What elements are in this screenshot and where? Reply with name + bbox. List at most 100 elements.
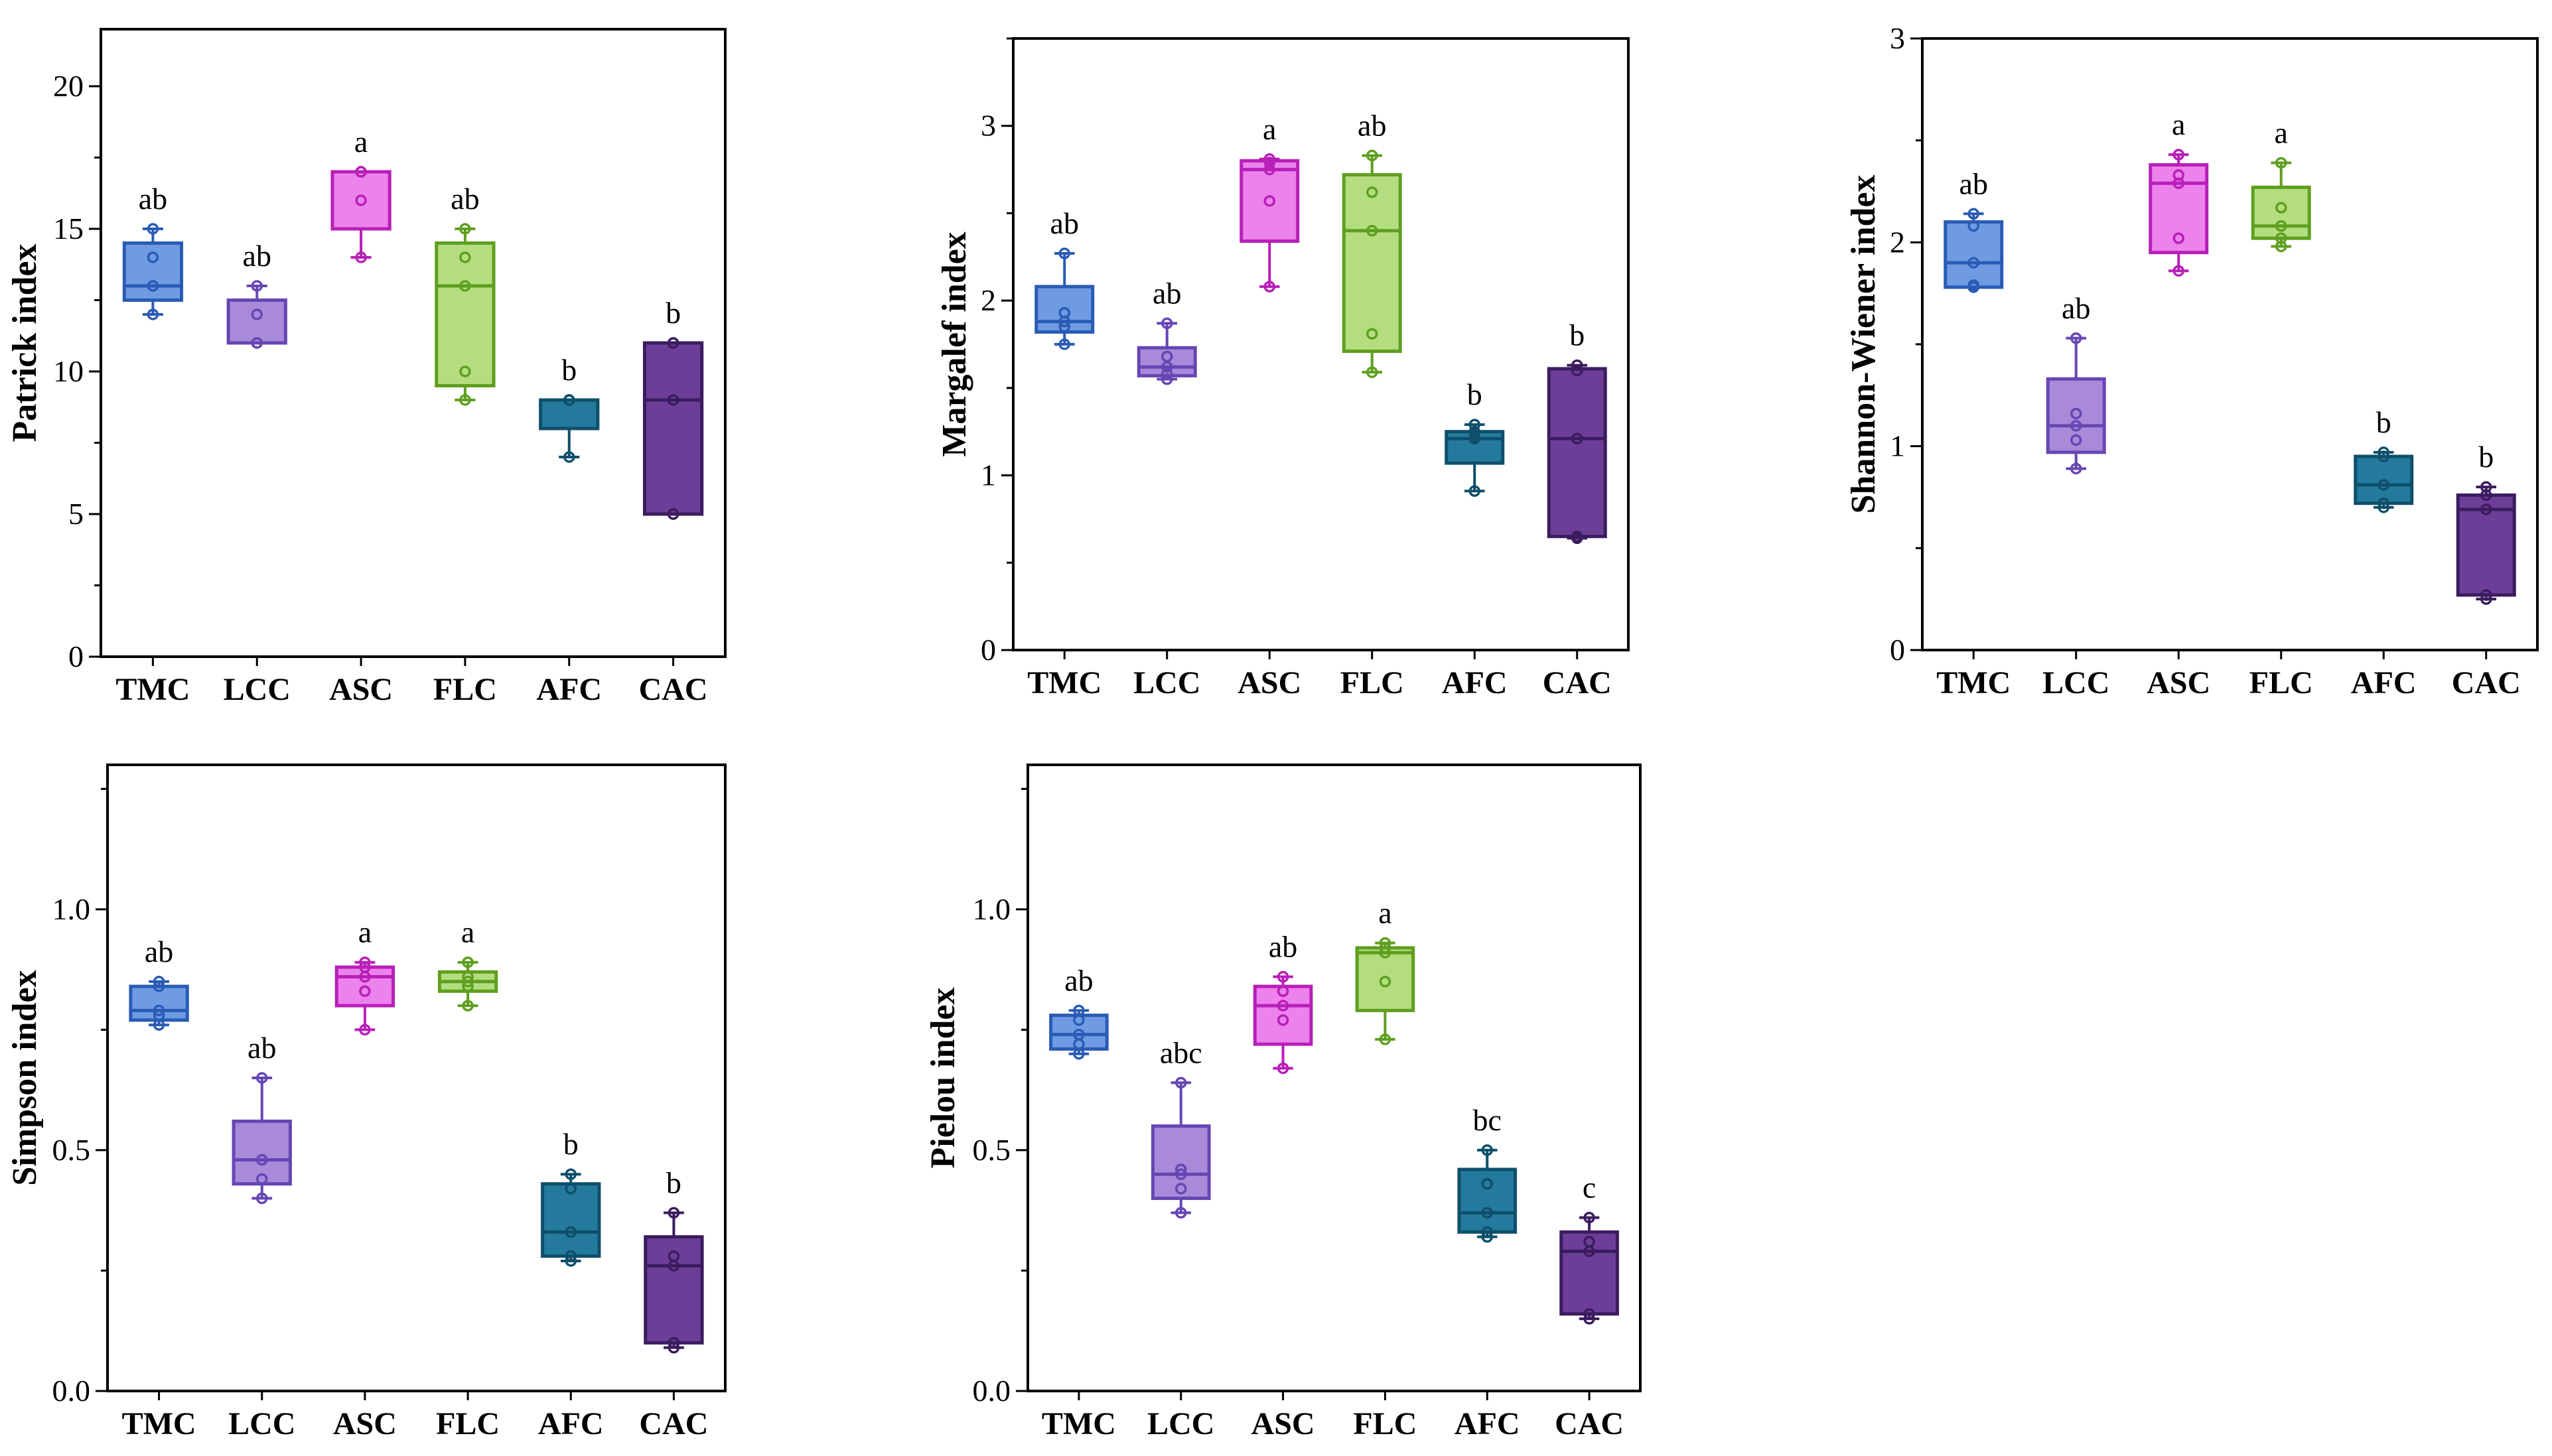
data-point bbox=[1277, 1062, 1289, 1075]
data-point bbox=[2275, 202, 2287, 214]
data-point bbox=[565, 1250, 577, 1262]
data-point bbox=[2377, 501, 2389, 513]
data-point bbox=[355, 194, 367, 206]
box-iqr bbox=[644, 1235, 704, 1345]
y-tick-label: 0 bbox=[981, 633, 996, 667]
box-afc: AFC b bbox=[1442, 377, 1508, 700]
x-tick-label: AFC bbox=[1442, 665, 1508, 700]
data-point bbox=[147, 223, 159, 235]
data-point bbox=[359, 1024, 371, 1036]
y-axis-label: Shannon-Wiener index bbox=[1845, 174, 1882, 513]
data-point bbox=[1468, 425, 1480, 438]
data-point bbox=[147, 251, 159, 263]
y-tick-label: 1 bbox=[981, 458, 996, 492]
plot-frame bbox=[1027, 763, 1642, 1392]
data-point bbox=[1379, 937, 1391, 949]
box-iqr bbox=[1559, 1230, 1619, 1316]
data-point bbox=[668, 1341, 680, 1354]
data-point bbox=[2070, 420, 2082, 432]
box-cac: CAC b bbox=[2452, 440, 2521, 700]
data-point bbox=[1967, 220, 1979, 232]
data-point bbox=[462, 1000, 474, 1012]
data-point bbox=[1073, 1028, 1085, 1041]
data-point bbox=[359, 956, 371, 968]
data-point bbox=[459, 223, 471, 235]
box-lcc: LCC ab bbox=[2042, 291, 2109, 700]
data-point bbox=[1175, 1183, 1187, 1195]
data-point bbox=[1366, 186, 1378, 198]
plot-frame bbox=[1921, 37, 2539, 651]
data-point bbox=[256, 1154, 268, 1166]
data-point bbox=[1583, 1308, 1595, 1320]
data-point bbox=[563, 451, 575, 463]
significance-label: b bbox=[1467, 377, 1482, 411]
y-tick-label: 5 bbox=[68, 497, 84, 531]
data-point bbox=[1481, 1207, 1493, 1219]
data-point bbox=[1058, 247, 1070, 259]
box-cac: CAC c bbox=[1555, 1171, 1624, 1441]
data-point bbox=[251, 280, 263, 292]
y-tick-label: 0.5 bbox=[52, 1133, 91, 1167]
data-point bbox=[668, 1207, 680, 1219]
data-point bbox=[2172, 169, 2184, 181]
data-point bbox=[1366, 328, 1378, 340]
box-tmc: TMC ab bbox=[1936, 166, 2011, 700]
significance-label: b bbox=[561, 353, 577, 387]
x-tick-label: LCC bbox=[1133, 665, 1200, 700]
box-iqr bbox=[1944, 220, 2004, 289]
box-asc: ASC a bbox=[1238, 112, 1301, 700]
y-tick-label: 2 bbox=[1890, 225, 1905, 259]
x-tick-label: CAC bbox=[1543, 665, 1612, 700]
significance-label: ab bbox=[451, 182, 479, 216]
x-tick-label: LCC bbox=[228, 1406, 295, 1441]
y-tick-label: 0.5 bbox=[973, 1133, 1011, 1167]
data-point bbox=[256, 1173, 268, 1185]
data-point bbox=[459, 251, 471, 263]
data-point bbox=[459, 394, 471, 406]
significance-label: ab bbox=[2062, 291, 2090, 325]
data-point bbox=[2275, 220, 2287, 232]
data-point bbox=[667, 508, 679, 520]
y-tick-label: 15 bbox=[53, 212, 84, 245]
box-afc: AFC bc bbox=[1454, 1103, 1520, 1441]
significance-label: b bbox=[2478, 440, 2494, 474]
box-iqr bbox=[1547, 367, 1607, 539]
x-tick-label: FLC bbox=[1353, 1406, 1417, 1441]
box-asc: ASC a bbox=[329, 125, 393, 707]
box-cac: CAC b bbox=[639, 1165, 708, 1441]
data-point bbox=[1263, 281, 1275, 293]
data-point bbox=[1481, 1144, 1493, 1156]
data-point bbox=[1571, 359, 1583, 371]
x-tick-label: AFC bbox=[536, 672, 602, 707]
significance-label: b bbox=[666, 296, 681, 330]
significance-label: a bbox=[1263, 112, 1276, 146]
data-point bbox=[2480, 503, 2492, 515]
box-lcc: LCC ab bbox=[1133, 276, 1200, 700]
box-tmc: TMC ab bbox=[122, 935, 196, 1441]
data-point bbox=[667, 394, 679, 406]
box-afc: AFC b bbox=[2351, 405, 2417, 700]
data-point bbox=[1277, 985, 1289, 998]
data-point bbox=[2070, 462, 2082, 475]
box-tmc: TMC ab bbox=[1042, 963, 1116, 1441]
data-point bbox=[462, 976, 474, 988]
data-point bbox=[147, 280, 159, 292]
x-tick-label: LCC bbox=[2042, 665, 2109, 700]
significance-label: ab bbox=[139, 182, 167, 216]
data-point bbox=[1379, 942, 1391, 954]
y-axis-label: Simpson index bbox=[6, 970, 44, 1185]
plot-frame bbox=[106, 763, 727, 1392]
data-point bbox=[1583, 1211, 1595, 1224]
x-tick-label: TMC bbox=[122, 1406, 196, 1441]
data-point bbox=[359, 985, 371, 998]
data-point bbox=[1175, 1077, 1187, 1089]
box-iqr bbox=[2046, 377, 2106, 454]
x-tick-label: AFC bbox=[2351, 665, 2417, 700]
data-point bbox=[459, 280, 471, 292]
box-lcc: LCC ab bbox=[228, 1031, 295, 1441]
data-point bbox=[1468, 419, 1480, 430]
data-point bbox=[1058, 306, 1070, 319]
data-point bbox=[1366, 366, 1378, 378]
